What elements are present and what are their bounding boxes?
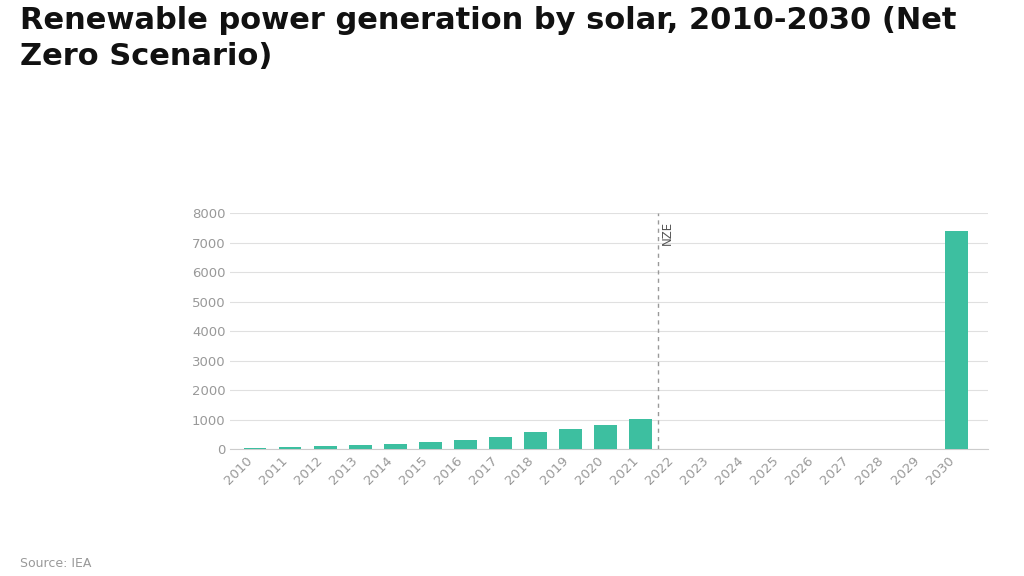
Text: Renewable power generation by solar, 2010-2030 (Net
Zero Scenario): Renewable power generation by solar, 201… (20, 6, 957, 71)
Bar (419, 442, 441, 449)
Bar (454, 441, 477, 449)
Bar (279, 448, 301, 449)
Bar (349, 445, 372, 449)
Bar (524, 433, 547, 449)
Bar (945, 231, 968, 449)
Bar (559, 429, 582, 449)
Text: Source: IEA: Source: IEA (20, 557, 92, 570)
Text: NZE: NZE (662, 221, 674, 245)
Bar (489, 437, 512, 449)
Bar (244, 448, 266, 449)
Bar (594, 425, 617, 449)
Bar (630, 419, 652, 449)
Bar (384, 444, 407, 449)
Bar (313, 446, 337, 449)
